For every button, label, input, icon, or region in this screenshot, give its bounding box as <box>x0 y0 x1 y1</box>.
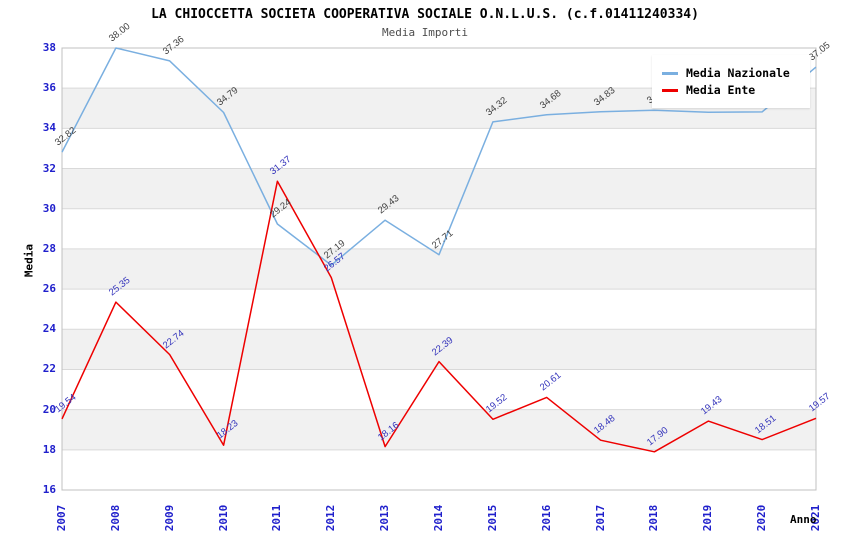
y-tick-label: 26 <box>42 282 56 296</box>
legend-item-media-ente[interactable]: Media Ente <box>662 83 802 97</box>
x-tick-label: 2019 <box>701 504 715 532</box>
x-tick-label: 2016 <box>539 504 553 532</box>
x-tick-label: 2014 <box>432 504 445 532</box>
plot-band <box>62 248 816 290</box>
x-tick-label: 2012 <box>324 504 338 532</box>
x-tick-label: 2020 <box>755 504 769 532</box>
series-line-media-nazionale <box>61 47 817 266</box>
x-tick-label: 2008 <box>108 504 122 532</box>
plot-border <box>61 47 817 491</box>
y-tick-label: 30 <box>42 201 56 215</box>
line-marker-icon <box>662 88 678 92</box>
x-tick-label: 2017 <box>593 504 607 532</box>
x-tick-label: 2018 <box>647 504 661 532</box>
y-tick-label: 18 <box>42 442 56 456</box>
x-tick-label: 2015 <box>485 504 499 532</box>
series-line-media-ente <box>61 180 817 453</box>
y-tick-label: 28 <box>42 241 56 255</box>
x-tick-label: 2010 <box>216 504 230 532</box>
chart-subtitle: Media Importi <box>381 26 469 39</box>
legend: Media Nazionale Media Ente <box>652 55 810 108</box>
y-axis-title: Media <box>22 243 36 278</box>
x-axis-title: Anno <box>790 513 817 526</box>
plot-band <box>62 409 816 450</box>
y-tick-label: 20 <box>42 402 56 416</box>
y-tick-label: 24 <box>42 322 56 336</box>
y-tick-label: 38 <box>42 41 56 54</box>
x-tick-label: 2009 <box>162 504 176 532</box>
y-tick-label: 36 <box>42 81 56 95</box>
line-marker-icon <box>662 71 678 75</box>
x-tick-label: 2011 <box>270 504 284 532</box>
y-tick-label: 34 <box>42 121 56 135</box>
chart-title: LA CHIOCCETTA SOCIETA COOPERATIVA SOCIAL… <box>151 7 699 22</box>
x-tick-label: 2013 <box>378 504 392 532</box>
y-tick-label: 16 <box>42 483 56 496</box>
legend-label: Media Ente <box>686 83 756 97</box>
x-tick-label: 2007 <box>55 504 68 532</box>
plot-band <box>62 168 816 209</box>
legend-item-media-nazionale[interactable]: Media Nazionale <box>662 66 802 80</box>
y-tick-label: 32 <box>42 161 56 175</box>
y-tick-label: 22 <box>42 362 56 376</box>
legend-label: Media Nazionale <box>686 66 790 80</box>
